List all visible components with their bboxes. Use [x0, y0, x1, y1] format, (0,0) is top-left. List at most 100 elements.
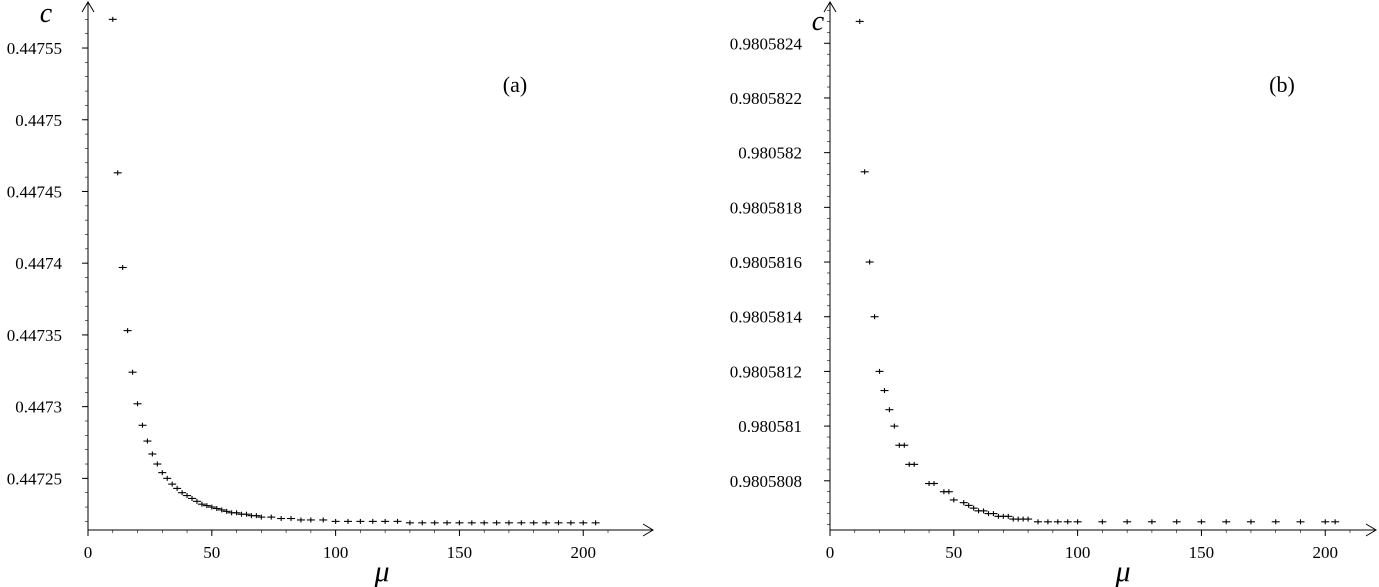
y-tick-label: 0.9805814: [730, 308, 803, 327]
data-point: [949, 497, 958, 503]
data-point: [1123, 519, 1132, 525]
x-axis-title: μ: [1114, 555, 1130, 587]
y-tick-label: 0.44725: [7, 469, 62, 488]
data-point: [393, 518, 402, 524]
x-tick-label: 100: [1065, 543, 1091, 562]
data-point: [591, 520, 600, 526]
data-point: [1043, 519, 1052, 525]
y-tick-label: 0.9805824: [730, 34, 803, 53]
y-tick-label: 0.44745: [7, 182, 62, 201]
data-point: [979, 508, 988, 514]
data-point: [153, 461, 162, 467]
x-tick-label: 150: [1189, 543, 1215, 562]
y-tick-label: 0.4475: [15, 111, 62, 130]
y-tick-label: 0.980581: [738, 417, 802, 436]
data-point: [319, 517, 328, 523]
data-point: [964, 502, 973, 508]
chart-panel-b: 0.9805808 0.980581 0.9805812 0.9805814 0.980…: [730, 1, 1377, 587]
x-tick-label: 200: [570, 543, 596, 562]
data-point: [148, 451, 157, 457]
data-point: [1172, 519, 1181, 525]
data-point: [192, 498, 201, 504]
data-point: [1034, 519, 1042, 525]
data-point: [168, 481, 177, 487]
data-point: [989, 511, 998, 517]
data-point: [128, 369, 137, 375]
data-point: [492, 520, 501, 526]
data-point: [108, 16, 117, 22]
data-point: [1246, 519, 1255, 525]
data-point: [277, 516, 286, 522]
data-point: [1053, 519, 1062, 525]
data-point: [242, 511, 251, 517]
data-point: [418, 520, 427, 526]
data-point: [118, 265, 127, 270]
data-point: [1271, 519, 1280, 525]
data-point: [306, 517, 315, 523]
data-point: [900, 442, 909, 448]
chart-panel-a: 0.44725 0.4473 0.44735 0.4474 0.44745 0.4475 0…: [7, 0, 654, 587]
data-point: [331, 518, 340, 524]
x-axis-title: μ: [373, 555, 389, 587]
data-point: [356, 518, 365, 524]
data-point: [1197, 519, 1206, 525]
data-point: [890, 423, 899, 429]
data-point: [930, 481, 938, 487]
data-point: [443, 520, 452, 526]
data-point: [1147, 519, 1156, 525]
data-point: [183, 493, 192, 499]
data-point: [163, 475, 172, 481]
data-point: [579, 520, 588, 526]
data-point: [133, 401, 142, 407]
data-point: [1321, 519, 1330, 525]
y-tick-label: 0.44755: [7, 39, 62, 58]
x-tick-label: 100: [323, 543, 349, 562]
data-point: [1063, 519, 1072, 525]
data-point: [158, 470, 167, 476]
data-point: [178, 490, 187, 496]
data-point: [1073, 519, 1082, 525]
data-point: [1098, 519, 1107, 525]
data-point: [455, 520, 464, 526]
x-tick-label: 150: [447, 543, 473, 562]
x-axis-arrow: [642, 523, 654, 537]
data-point: [480, 520, 489, 526]
data-point: [138, 422, 147, 428]
data-point: [381, 518, 390, 524]
data-point: [855, 18, 864, 24]
data-point: [143, 438, 152, 444]
y-tick-label: 0.4474: [15, 254, 62, 273]
y-tick-label: 0.9805818: [730, 198, 802, 217]
x-tick-label: 0: [826, 543, 835, 562]
y-tick-label: 0.9805812: [730, 362, 802, 381]
data-point: [865, 259, 874, 265]
data-point: [222, 508, 231, 514]
y-tick-label: 0.980582: [738, 144, 802, 163]
data-point: [123, 328, 132, 334]
data-point: [344, 518, 352, 524]
x-tick-label: 50: [203, 543, 220, 562]
data-point: [212, 505, 221, 511]
x-axis-arrow: [1365, 523, 1377, 537]
data-point: [504, 520, 513, 526]
data-point: [217, 507, 226, 513]
y-axis-arrow: [823, 1, 837, 13]
data-point: [517, 520, 526, 526]
y-axis-arrow: [81, 1, 95, 13]
data-point: [188, 495, 196, 501]
data-point: [870, 314, 879, 320]
data-series: [108, 16, 600, 526]
data-point: [969, 505, 978, 511]
panel-label: (b): [1269, 72, 1295, 97]
data-point: [875, 368, 884, 374]
data-point: [257, 514, 266, 520]
data-point: [1296, 519, 1305, 525]
x-tick-label: 0: [84, 543, 93, 562]
data-point: [202, 503, 211, 509]
data-point: [232, 510, 241, 516]
data-point: [1004, 513, 1013, 519]
data-point: [207, 504, 216, 510]
data-point: [885, 407, 894, 413]
y-axis-title: c: [40, 0, 53, 29]
